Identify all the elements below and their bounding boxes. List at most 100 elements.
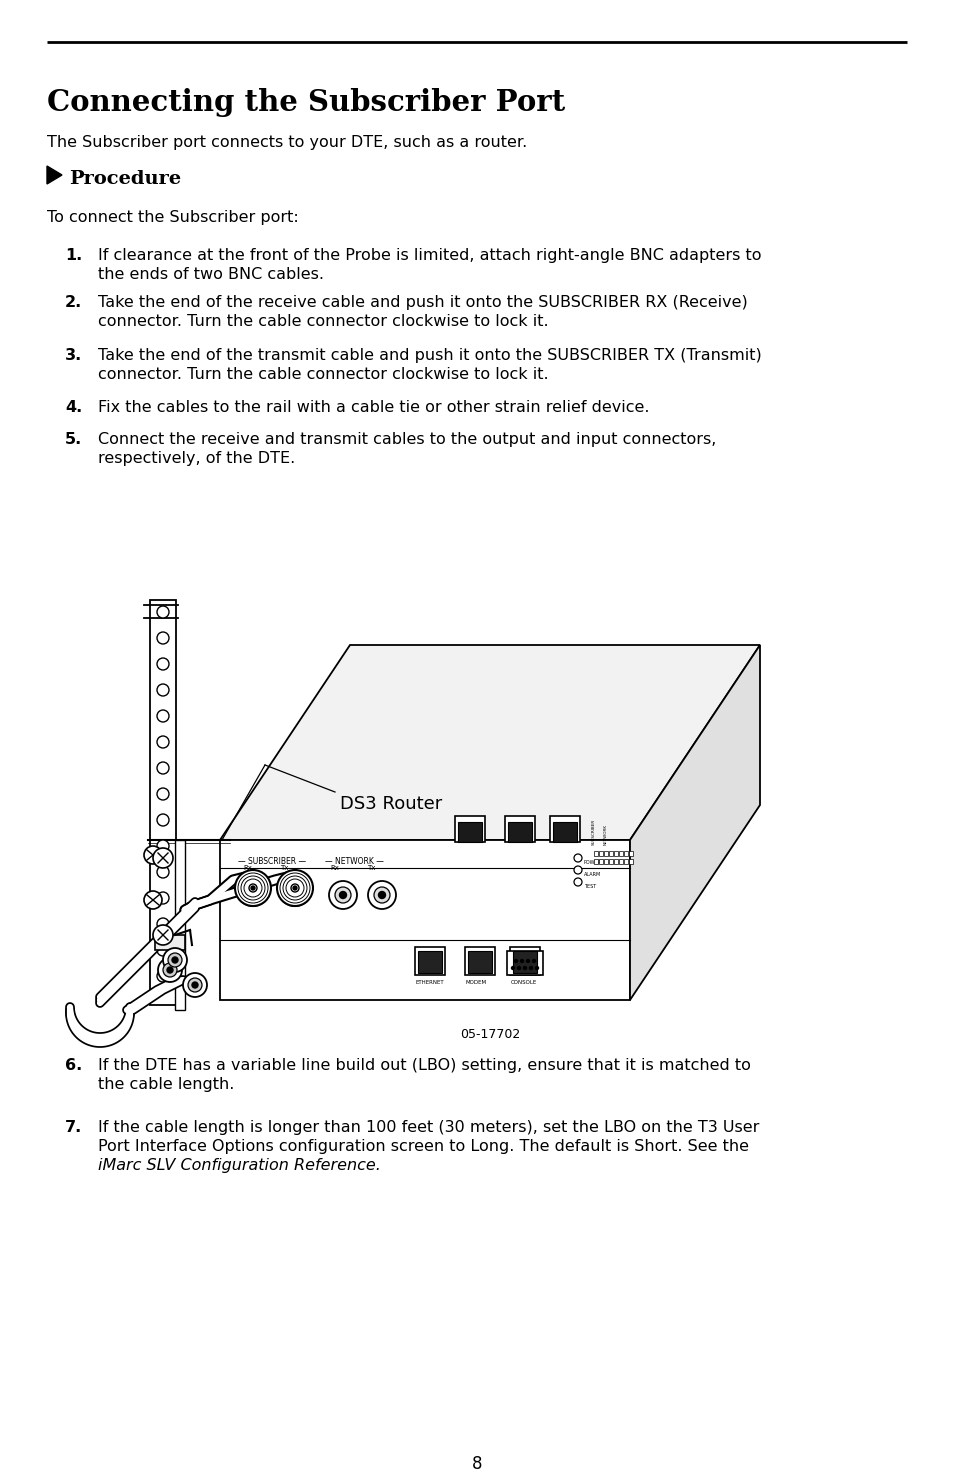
Bar bbox=[507, 822, 532, 842]
Circle shape bbox=[157, 892, 169, 904]
Circle shape bbox=[183, 974, 207, 997]
Circle shape bbox=[339, 891, 346, 898]
Text: To connect the Subscriber port:: To connect the Subscriber port: bbox=[47, 209, 298, 226]
Text: DS3 Router: DS3 Router bbox=[339, 795, 442, 813]
Bar bbox=[415, 947, 444, 975]
Text: Port Interface Options configuration screen to Long. The default is Short. See t: Port Interface Options configuration scr… bbox=[98, 1139, 748, 1153]
Circle shape bbox=[236, 875, 269, 906]
Circle shape bbox=[249, 884, 256, 892]
Bar bbox=[550, 816, 579, 842]
Circle shape bbox=[144, 847, 162, 864]
Circle shape bbox=[517, 966, 520, 969]
Circle shape bbox=[157, 684, 169, 696]
Bar bbox=[614, 858, 618, 864]
Text: 8: 8 bbox=[471, 1454, 482, 1474]
Circle shape bbox=[529, 966, 532, 969]
Circle shape bbox=[157, 788, 169, 799]
Text: MODEM: MODEM bbox=[465, 979, 487, 985]
Bar bbox=[618, 858, 622, 864]
Circle shape bbox=[514, 960, 517, 963]
Circle shape bbox=[157, 814, 169, 826]
Bar bbox=[510, 947, 539, 975]
Bar bbox=[628, 851, 633, 855]
Bar bbox=[468, 951, 492, 974]
Bar bbox=[603, 858, 607, 864]
Bar bbox=[464, 947, 495, 975]
Circle shape bbox=[520, 960, 523, 963]
Circle shape bbox=[368, 881, 395, 909]
Text: ETHERNET: ETHERNET bbox=[416, 979, 444, 985]
Circle shape bbox=[378, 891, 385, 898]
Bar bbox=[513, 951, 537, 974]
Bar bbox=[553, 822, 577, 842]
Circle shape bbox=[511, 966, 514, 969]
Bar bbox=[623, 858, 627, 864]
Bar bbox=[506, 951, 542, 975]
Circle shape bbox=[157, 971, 169, 982]
Text: CONSOLE: CONSOLE bbox=[511, 979, 537, 985]
Circle shape bbox=[188, 978, 202, 993]
Text: Connect the receive and transmit cables to the output and input connectors,: Connect the receive and transmit cables … bbox=[98, 432, 716, 447]
Text: Rx: Rx bbox=[243, 864, 252, 872]
Text: Connecting the Subscriber Port: Connecting the Subscriber Port bbox=[47, 88, 565, 117]
Circle shape bbox=[234, 870, 271, 906]
Text: the cable length.: the cable length. bbox=[98, 1077, 234, 1092]
Circle shape bbox=[278, 875, 311, 906]
Text: Tx: Tx bbox=[280, 864, 288, 872]
Circle shape bbox=[167, 968, 172, 974]
Circle shape bbox=[144, 891, 162, 909]
Circle shape bbox=[574, 866, 581, 875]
Polygon shape bbox=[174, 839, 185, 1010]
Bar bbox=[154, 935, 185, 950]
Text: Fix the cables to the rail with a cable tie or other strain relief device.: Fix the cables to the rail with a cable … bbox=[98, 400, 649, 414]
Bar bbox=[594, 851, 598, 855]
Bar bbox=[598, 858, 602, 864]
Bar bbox=[603, 851, 607, 855]
Circle shape bbox=[523, 966, 526, 969]
Bar bbox=[623, 851, 627, 855]
Bar bbox=[457, 822, 481, 842]
Circle shape bbox=[526, 960, 529, 963]
Bar bbox=[608, 858, 613, 864]
Circle shape bbox=[157, 944, 169, 956]
Text: 6.: 6. bbox=[65, 1058, 82, 1072]
Circle shape bbox=[291, 884, 298, 892]
Circle shape bbox=[374, 886, 390, 903]
Circle shape bbox=[157, 736, 169, 748]
Circle shape bbox=[158, 957, 182, 982]
Text: POWER: POWER bbox=[583, 860, 601, 864]
Text: 5.: 5. bbox=[65, 432, 82, 447]
Circle shape bbox=[276, 870, 313, 906]
Bar bbox=[417, 951, 441, 974]
Circle shape bbox=[335, 886, 351, 903]
Bar bbox=[598, 851, 602, 855]
Text: NETWORK: NETWORK bbox=[603, 825, 607, 845]
Circle shape bbox=[157, 839, 169, 853]
Bar bbox=[150, 600, 175, 1004]
Circle shape bbox=[163, 948, 187, 972]
Circle shape bbox=[192, 982, 198, 988]
Bar bbox=[614, 851, 618, 855]
Bar bbox=[618, 851, 622, 855]
Circle shape bbox=[157, 763, 169, 774]
Circle shape bbox=[172, 957, 178, 963]
Text: Rx: Rx bbox=[330, 864, 338, 872]
Circle shape bbox=[157, 631, 169, 645]
Polygon shape bbox=[220, 645, 760, 839]
Bar bbox=[455, 816, 484, 842]
Text: If the DTE has a variable line build out (LBO) setting, ensure that it is matche: If the DTE has a variable line build out… bbox=[98, 1058, 750, 1072]
Circle shape bbox=[152, 925, 172, 945]
Circle shape bbox=[163, 963, 177, 976]
Circle shape bbox=[291, 886, 298, 894]
Text: 3.: 3. bbox=[65, 348, 82, 363]
Text: 2.: 2. bbox=[65, 295, 82, 310]
Bar bbox=[628, 858, 633, 864]
Circle shape bbox=[157, 606, 169, 618]
Circle shape bbox=[157, 917, 169, 931]
Text: ALARM: ALARM bbox=[583, 872, 600, 876]
Text: 7.: 7. bbox=[65, 1120, 82, 1134]
Text: The Subscriber port connects to your DTE, such as a router.: The Subscriber port connects to your DTE… bbox=[47, 136, 527, 150]
Bar bbox=[504, 816, 535, 842]
Text: Tx: Tx bbox=[367, 864, 375, 872]
Text: TEST: TEST bbox=[583, 884, 596, 888]
